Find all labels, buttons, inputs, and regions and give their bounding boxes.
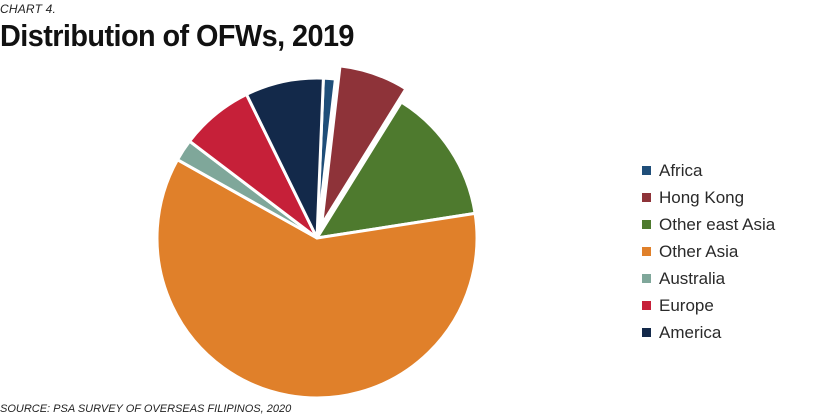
legend-item-hong-kong: Hong Kong [642,184,775,211]
legend-swatch [642,193,651,202]
chart-title: Distribution of OFWs, 2019 [0,18,354,53]
legend-label: Other east Asia [659,214,776,234]
chart-legend: Africa Hong Kong Other east Asia Other Asia… [642,157,775,346]
pie-slice-other-east-asia [315,100,477,240]
legend-item-other-east-asia: Other east Asia [642,211,775,238]
pie-slice-hong-kong [320,64,408,227]
legend-item-africa: Africa [642,157,775,184]
legend-item-europe: Europe [642,292,775,319]
legend-label: Europe [659,295,714,315]
pie-slice-america [244,76,325,240]
legend-item-america: America [642,319,775,346]
legend-swatch [642,274,651,283]
legend-label: Hong Kong [659,187,745,207]
legend-swatch [642,328,651,337]
legend-label: Other Asia [659,241,739,261]
legend-swatch [642,166,651,175]
source-note: SOURCE: PSA SURVEY OF OVERSEAS FILIPINOS… [0,403,292,415]
legend-swatch [642,220,651,229]
legend-label: Africa [659,160,703,180]
legend-label: Australia [659,268,726,288]
pie-slice-other-asia [155,158,479,400]
legend-swatch [642,247,651,256]
legend-label: America [659,322,722,342]
legend-swatch [642,301,651,310]
chart-number-label: CHART 4. [0,2,57,16]
legend-item-australia: Australia [642,265,775,292]
legend-item-other-asia: Other Asia [642,238,775,265]
